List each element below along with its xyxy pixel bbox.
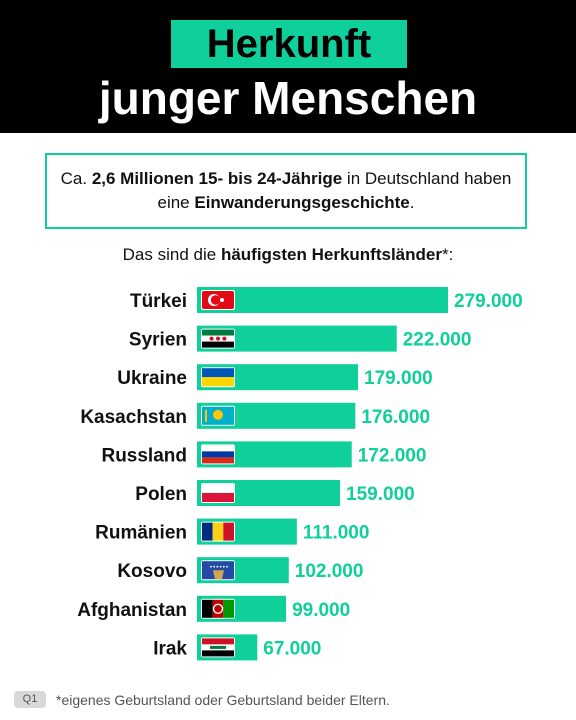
flag-kazakhstan-sun	[213, 409, 223, 420]
subtitle-bold: häufigsten Herkunftsländer	[220, 245, 442, 264]
page-title-line2: junger Menschen	[98, 72, 478, 124]
category-label: Afghanistan	[77, 600, 187, 621]
value-label: 279.000	[454, 291, 523, 312]
subtitle-text-2: *:	[441, 245, 454, 264]
flag-ukraine-top	[202, 368, 234, 378]
intro-text-2: in Deutschland haben eine	[157, 169, 512, 212]
intro-text-1: Ca.	[60, 169, 92, 188]
chart-subtitle: Das sind die häufigsten Herkunftsländer*…	[0, 245, 576, 265]
flag-kazakhstan-ornament	[205, 409, 207, 422]
flag-poland-bottom	[202, 493, 234, 502]
bar-row: Rumänien 111.000	[95, 518, 370, 545]
value-label: 179.000	[364, 368, 433, 389]
flag-kosovo-icon	[201, 560, 235, 581]
intro-bold-2: Einwanderungsgeschichte	[194, 193, 410, 212]
flag-ukraine-bottom	[202, 377, 234, 387]
flag-romania-left	[202, 522, 213, 541]
flag-syria-top	[202, 329, 234, 336]
page-title: Herkunft	[206, 22, 372, 66]
footer-badge: Q1	[14, 691, 46, 708]
flag-afghanistan-emblem	[212, 603, 224, 614]
flag-kosovo-star	[226, 565, 228, 568]
value-label: 176.000	[361, 407, 430, 428]
value-label: 102.000	[295, 561, 364, 582]
bar-row: Kosovo 102.000	[117, 557, 364, 584]
category-label: Kasachstan	[80, 407, 187, 428]
category-label: Rumänien	[95, 523, 187, 544]
value-label: 222.000	[403, 330, 472, 351]
flag-iraq-script	[210, 645, 226, 649]
flag-syria-bottom	[202, 341, 234, 348]
bar-row: Türkei 279.000	[130, 287, 523, 313]
intro-box: Ca. 2,6 Millionen 15- bis 24-Jährige in …	[45, 153, 527, 229]
bar-row: Irak 67.000	[153, 634, 321, 661]
bar-row: Syrien 222.000	[129, 325, 472, 352]
category-label: Syrien	[129, 330, 187, 351]
intro-text-3: .	[409, 193, 415, 212]
value-label: 67.000	[263, 638, 321, 659]
flag-kosovo-star	[213, 565, 216, 568]
flag-syria-star	[222, 336, 227, 341]
category-label: Russland	[101, 445, 187, 466]
bar-row: Russland 172.000	[101, 441, 427, 468]
category-label: Ukraine	[117, 368, 187, 389]
flag-poland-icon	[201, 483, 235, 503]
value-label: 159.000	[346, 484, 415, 505]
category-label: Irak	[153, 638, 187, 659]
bar-row: Polen 159.000	[135, 480, 415, 506]
flag-kosovo-star	[219, 565, 222, 568]
flag-kosovo-star	[216, 565, 219, 568]
flag-poland-top	[201, 483, 235, 494]
flag-turkey-crescent-inner	[210, 295, 221, 305]
bar	[197, 287, 448, 313]
flag-kosovo-map	[213, 570, 224, 580]
flag-russia-top	[201, 445, 235, 452]
flag-russia-middle	[202, 451, 234, 458]
flag-iraq-top	[202, 638, 234, 645]
flag-russia-icon	[201, 444, 235, 465]
bar-row: Ukraine 179.000	[117, 364, 433, 391]
flag-kazakhstan-icon	[201, 405, 235, 426]
flag-syria-star	[216, 336, 220, 341]
category-label: Polen	[135, 484, 187, 505]
flag-kosovo-star	[210, 565, 212, 568]
flag-kosovo-star	[222, 565, 225, 568]
flag-syria-star	[209, 336, 214, 341]
subtitle-text-1: Das sind die	[122, 245, 221, 264]
value-label: 172.000	[358, 445, 427, 466]
flag-russia-bottom	[202, 457, 234, 464]
flag-afghanistan-middle	[212, 599, 224, 618]
title-highlight	[171, 20, 407, 68]
flag-afghanistan-icon	[201, 598, 235, 619]
flag-iraq-icon	[201, 637, 235, 658]
flag-ukraine-icon	[201, 367, 235, 388]
flag-romania-middle	[212, 522, 224, 541]
flag-syria-icon	[201, 328, 235, 349]
intro-bold-1: 2,6 Millionen 15- bis 24-Jährige	[91, 169, 343, 188]
category-label: Türkei	[130, 291, 187, 312]
category-label: Kosovo	[117, 561, 187, 582]
flag-iraq-bottom	[202, 650, 234, 657]
value-label: 111.000	[303, 523, 370, 544]
flag-afghanistan-left	[202, 599, 213, 618]
bar-row: Kasachstan 176.000	[80, 402, 430, 429]
bar-row: Afghanistan 99.000	[77, 595, 350, 622]
flag-turkey-icon	[201, 290, 235, 310]
flag-romania-icon	[201, 521, 235, 542]
bar-chart: Türkei 279.000 Syrien 222.000 Ukraine 179.000…	[77, 287, 523, 661]
flag-turkey-star	[220, 298, 224, 302]
value-label: 99.000	[292, 600, 350, 621]
flag-romania-right	[223, 522, 234, 541]
footnote: *eigenes Geburtsland oder Geburtsland be…	[56, 692, 390, 708]
flag-afghanistan-right	[223, 599, 234, 618]
